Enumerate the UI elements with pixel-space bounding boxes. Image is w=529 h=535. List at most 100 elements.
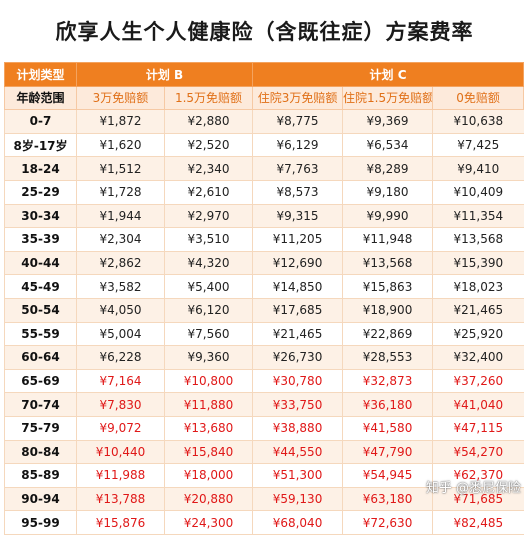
premium-cell: ¥54,270 [432,440,524,465]
age-cell: 35-39 [4,227,77,252]
plan-c-header: 计划 C [252,62,525,87]
age-cell: 60-64 [4,345,77,370]
premium-cell: ¥2,520 [163,133,253,158]
premium-cell: ¥7,164 [76,369,165,394]
premium-cell: ¥37,260 [432,369,524,394]
age-cell: 30-34 [4,204,77,229]
premium-cell: ¥14,850 [252,274,343,299]
age-cell: 65-69 [4,369,77,394]
premium-cell: ¥41,040 [432,392,524,417]
premium-cell: ¥3,582 [76,274,165,299]
premium-cell: ¥3,510 [163,227,253,252]
premium-cell: ¥54,945 [342,463,433,488]
c-hospital-15w-header: 住院1.5万免赔额 [342,85,434,111]
plan-b-header: 计划 B [75,62,254,87]
premium-cell: ¥5,400 [163,274,253,299]
premium-cell: ¥24,300 [163,510,253,535]
plan-header-row: 计划类型 计划 B 计划 C [4,62,525,87]
premium-cell: ¥15,840 [163,440,253,465]
premium-cell: ¥13,788 [76,487,165,512]
premium-cell: ¥18,023 [432,274,524,299]
table-row: 65-69 ¥7,164 ¥10,800 ¥30,780 ¥32,873 ¥37,260 [4,369,524,394]
premium-cell: ¥10,440 [76,440,165,465]
premium-cell: ¥7,560 [163,322,253,347]
c-zero-deductible-header: 0免赔额 [432,85,525,111]
premium-cell: ¥28,553 [342,345,433,370]
premium-cell: ¥44,550 [252,440,343,465]
premium-cell: ¥63,180 [342,487,433,512]
table-row: 45-49 ¥3,582 ¥5,400 ¥14,850 ¥15,863 ¥18,023 [4,274,524,299]
age-cell: 70-74 [4,392,77,417]
premium-cell: ¥9,315 [252,204,343,229]
premium-cell: ¥18,900 [342,298,433,323]
premium-cell: ¥2,970 [163,204,253,229]
premium-cell: ¥6,228 [76,345,165,370]
premium-cell: ¥51,300 [252,463,343,488]
age-cell: 25-29 [4,180,77,205]
premium-cell: ¥2,340 [163,156,253,181]
age-cell: 90-94 [4,487,77,512]
premium-cell: ¥9,990 [342,204,433,229]
age-cell: 55-59 [4,322,77,347]
age-cell: 50-54 [4,298,77,323]
premium-cell: ¥5,004 [76,322,165,347]
premium-cell: ¥4,050 [76,298,165,323]
premium-cell: ¥7,763 [252,156,343,181]
premium-cell: ¥2,304 [76,227,165,252]
table-row: 18-24 ¥1,512 ¥2,340 ¥7,763 ¥8,289 ¥9,410 [4,156,524,181]
premium-cell: ¥38,880 [252,416,343,441]
premium-cell: ¥2,880 [163,109,253,134]
premium-cell: ¥8,289 [342,156,433,181]
premium-cell: ¥15,863 [342,274,433,299]
premium-cell: ¥15,876 [76,510,165,535]
premium-cell: ¥59,130 [252,487,343,512]
premium-cell: ¥2,862 [76,251,165,276]
premium-cell: ¥11,948 [342,227,433,252]
age-cell: 40-44 [4,251,77,276]
premium-cell: ¥10,409 [432,180,524,205]
age-cell: 8岁-17岁 [4,133,77,158]
premium-cell: ¥11,880 [163,392,253,417]
premium-cell: ¥32,873 [342,369,433,394]
premium-cell: ¥36,180 [342,392,433,417]
premium-cell: ¥6,120 [163,298,253,323]
premium-cell: ¥9,369 [342,109,433,134]
premium-cell: ¥30,780 [252,369,343,394]
table-row: 25-29 ¥1,728 ¥2,610 ¥8,573 ¥9,180 ¥10,409 [4,180,524,205]
c-hospital-3w-header: 住院3万免赔额 [252,85,344,111]
premium-cell: ¥9,360 [163,345,253,370]
premium-cell: ¥25,920 [432,322,524,347]
premium-cell: ¥2,610 [163,180,253,205]
premium-cell: ¥7,425 [432,133,524,158]
premium-cell: ¥6,129 [252,133,343,158]
table-row: 40-44 ¥2,862 ¥4,320 ¥12,690 ¥13,568 ¥15,390 [4,251,524,276]
table-row: 30-34 ¥1,944 ¥2,970 ¥9,315 ¥9,990 ¥11,354 [4,204,524,229]
premium-cell: ¥11,988 [76,463,165,488]
table-row: 55-59 ¥5,004 ¥7,560 ¥21,465 ¥22,869 ¥25,920 [4,322,524,347]
premium-cell: ¥72,630 [342,510,433,535]
premium-cell: ¥10,800 [163,369,253,394]
premium-cell: ¥11,205 [252,227,343,252]
b-3w-deductible-header: 3万免赔额 [76,85,165,111]
age-cell: 0-7 [4,109,77,134]
table-row: 60-64 ¥6,228 ¥9,360 ¥26,730 ¥28,553 ¥32,400 [4,345,524,370]
premium-cell: ¥8,775 [252,109,343,134]
premium-cell: ¥41,580 [342,416,433,441]
premium-cell: ¥9,180 [342,180,433,205]
premium-cell: ¥1,620 [76,133,165,158]
table-row: 85-89 ¥11,988 ¥18,000 ¥51,300 ¥54,945 ¥62,370 [4,463,524,488]
premium-cell: ¥82,485 [432,510,524,535]
premium-cell: ¥22,869 [342,322,433,347]
premium-cell: ¥1,728 [76,180,165,205]
age-cell: 18-24 [4,156,77,181]
rate-table: 计划类型 计划 B 计划 C 年龄范围 3万免赔额 1.5万免赔额 住院3万免赔… [4,62,525,535]
premium-cell: ¥1,872 [76,109,165,134]
premium-cell: ¥1,512 [76,156,165,181]
premium-cell: ¥47,115 [432,416,524,441]
b-15w-deductible-header: 1.5万免赔额 [163,85,254,111]
page-title: 欣享人生个人健康险（含既往症）方案费率 [55,20,474,44]
premium-cell: ¥9,072 [76,416,165,441]
watermark: 知乎 @悉尼保险 [425,481,521,496]
premium-cell: ¥10,638 [432,109,524,134]
premium-cell: ¥26,730 [252,345,343,370]
